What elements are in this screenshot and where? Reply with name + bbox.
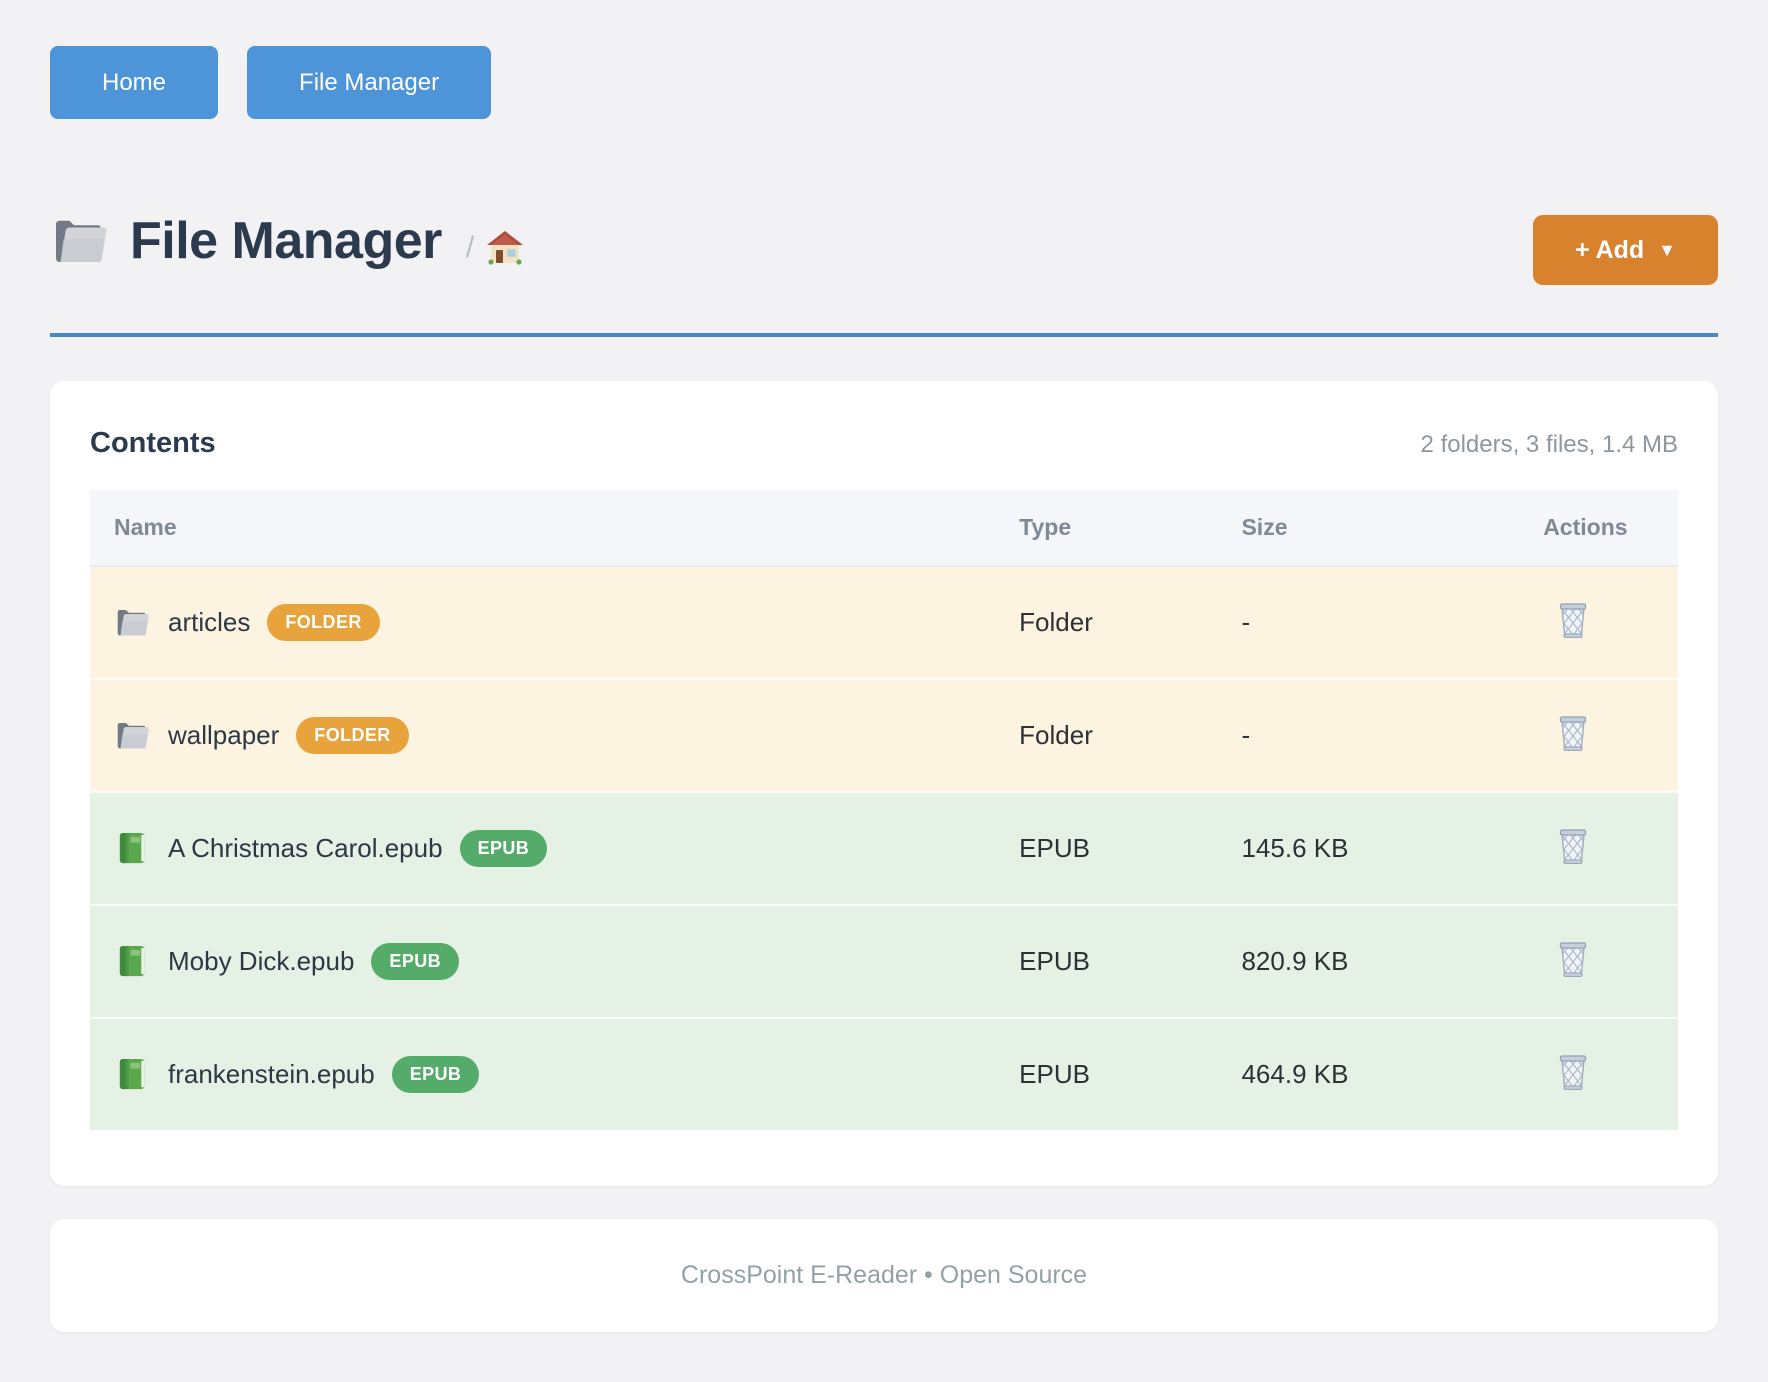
file-type: EPUB (995, 905, 1218, 1019)
table-row[interactable]: articles FOLDER Folder - (90, 566, 1678, 680)
breadcrumb-separator: / (465, 231, 475, 264)
file-size: 464.9 KB (1217, 1018, 1520, 1130)
table-header-row: Name Type Size Actions (90, 490, 1678, 567)
type-badge: EPUB (459, 830, 548, 867)
type-badge: FOLDER (296, 717, 409, 754)
column-header-type: Type (995, 490, 1218, 567)
file-table: Name Type Size Actions articles (90, 490, 1678, 1130)
name-cell: articles FOLDER (114, 604, 971, 641)
file-type: Folder (995, 566, 1218, 680)
book-icon (114, 831, 151, 866)
file-size: - (1217, 679, 1520, 793)
name-cell: wallpaper FOLDER (114, 717, 971, 754)
delete-button[interactable] (1555, 599, 1591, 639)
delete-button[interactable] (1555, 938, 1591, 978)
type-badge: EPUB (391, 1056, 480, 1093)
add-button[interactable]: + Add ▼ (1532, 215, 1718, 285)
file-name-link[interactable]: wallpaper (168, 720, 280, 750)
delete-button[interactable] (1555, 1051, 1591, 1091)
book-icon (114, 944, 151, 979)
type-badge: FOLDER (267, 604, 380, 641)
file-size: - (1217, 566, 1520, 680)
footer: CrossPoint E-Reader • Open Source (50, 1219, 1718, 1332)
file-name-link[interactable]: Moby Dick.epub (168, 946, 355, 976)
table-row[interactable]: frankenstein.epub EPUB EPUB 464.9 KB (90, 1018, 1678, 1130)
table-row[interactable]: Moby Dick.epub EPUB EPUB 820.9 KB (90, 905, 1678, 1019)
contents-title: Contents (90, 427, 216, 459)
type-badge: EPUB (371, 943, 460, 980)
contents-card: Contents 2 folders, 3 files, 1.4 MB Name… (50, 381, 1718, 1186)
column-header-name: Name (90, 490, 996, 567)
contents-summary: 2 folders, 3 files, 1.4 MB (1420, 431, 1678, 458)
nav-home-button[interactable]: Home (50, 46, 219, 119)
folder-icon (114, 605, 151, 640)
name-cell: Moby Dick.epub EPUB (114, 943, 971, 980)
home-breadcrumb-icon[interactable] (486, 230, 524, 266)
table-row[interactable]: wallpaper FOLDER Folder - (90, 679, 1678, 793)
file-type: Folder (995, 679, 1218, 793)
name-cell: frankenstein.epub EPUB (114, 1056, 971, 1093)
page-header: File Manager / + Add ▼ (50, 197, 1718, 285)
file-name-link[interactable]: articles (168, 607, 251, 637)
title-group: File Manager / (50, 211, 524, 271)
file-type: EPUB (995, 792, 1218, 906)
footer-text: CrossPoint E-Reader • Open Source (680, 1261, 1088, 1289)
file-name-link[interactable]: frankenstein.epub (168, 1059, 375, 1089)
file-size: 820.9 KB (1217, 905, 1520, 1019)
delete-button[interactable] (1555, 712, 1591, 752)
top-nav: Home File Manager (50, 46, 1718, 119)
card-head: Contents 2 folders, 3 files, 1.4 MB (90, 427, 1678, 460)
file-size: 145.6 KB (1217, 792, 1520, 906)
add-button-label: + Add (1574, 235, 1645, 264)
page-title: File Manager (130, 212, 442, 270)
nav-file-manager-button[interactable]: File Manager (247, 46, 492, 119)
folder-icon (114, 718, 151, 753)
name-cell: A Christmas Carol.epub EPUB (114, 830, 971, 867)
column-header-actions: Actions (1519, 490, 1678, 567)
table-row[interactable]: A Christmas Carol.epub EPUB EPUB 145.6 K… (90, 792, 1678, 906)
title-rule (50, 333, 1718, 337)
file-type: EPUB (995, 1018, 1218, 1130)
book-icon (114, 1057, 151, 1092)
column-header-size: Size (1217, 490, 1520, 567)
caret-down-icon: ▼ (1658, 239, 1676, 260)
file-name-link[interactable]: A Christmas Carol.epub (168, 833, 443, 863)
delete-button[interactable] (1555, 825, 1591, 865)
folder-icon (50, 215, 110, 267)
